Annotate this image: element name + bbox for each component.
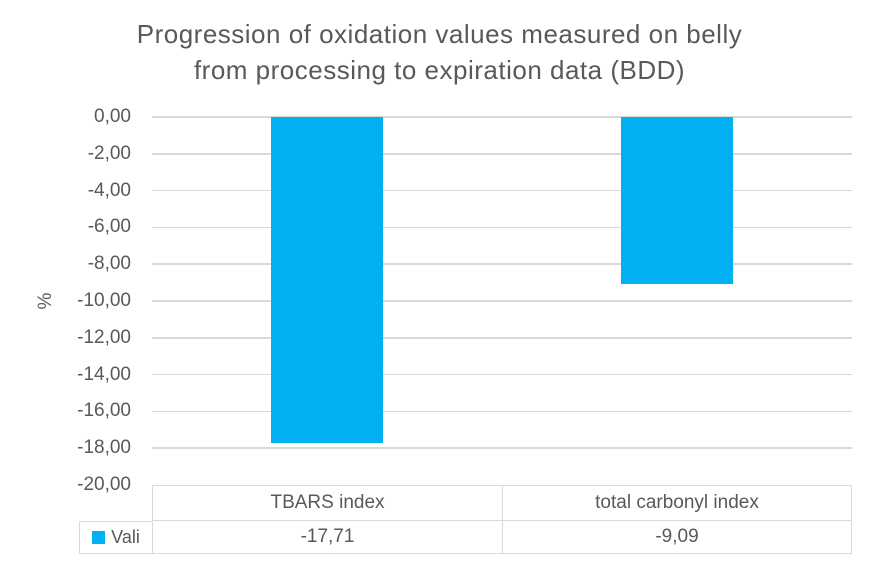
y-tick-label: -6,00	[87, 216, 131, 238]
gridline	[152, 410, 852, 413]
y-tick-label: -12,00	[77, 326, 131, 348]
legend-series-label: Vali	[111, 527, 140, 547]
gridline	[152, 189, 852, 192]
bar-tbars-index	[271, 117, 383, 443]
gridline	[152, 116, 852, 118]
table-header-tbars-index: TBARS index	[152, 485, 502, 521]
chart-title: Progression of oxidation values measured…	[136, 19, 743, 85]
y-tick-label: -16,00	[77, 400, 131, 422]
y-tick-label: -20,00	[77, 474, 131, 495]
y-tick-label: 0,00	[94, 106, 131, 127]
legend-key	[92, 531, 106, 544]
y-tick-label: -14,00	[77, 363, 131, 385]
y-tick-label: -4,00	[87, 179, 131, 201]
y-tick-label: -8,00	[87, 253, 131, 275]
gridline	[152, 300, 852, 302]
legend-cell: Vali	[79, 521, 152, 554]
y-tick-label: -18,00	[77, 437, 131, 459]
y-axis-title: %	[35, 292, 56, 310]
table-value-total-carbonyl-index: -9,09	[502, 521, 852, 554]
data-table: TBARS index -17,71 total carbonyl index -9,…	[79, 485, 852, 554]
gridline	[152, 226, 852, 229]
bar-total-carbonyl-index	[621, 117, 733, 285]
y-tick-label: -10,00	[77, 290, 131, 311]
gridline	[152, 337, 852, 339]
table-value-tbars-index: -17,71	[152, 521, 502, 554]
gridline	[152, 373, 852, 376]
gridline	[152, 263, 852, 265]
y-tick-label: -2,00	[87, 142, 131, 164]
table-header-total-carbonyl-index: total carbonyl index	[502, 485, 852, 521]
gridline	[152, 153, 852, 155]
gridline	[152, 447, 852, 449]
